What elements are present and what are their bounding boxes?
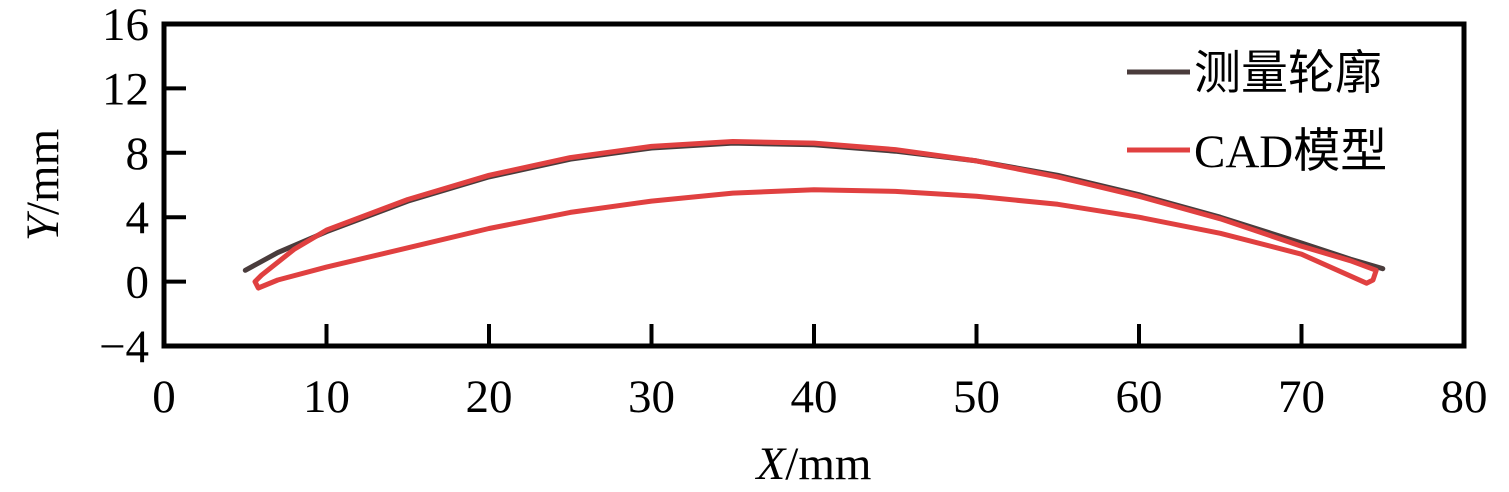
x-tick-label: 10 xyxy=(303,371,350,423)
x-tick-label: 70 xyxy=(1278,371,1325,423)
x-tick-label: 50 xyxy=(953,371,1000,423)
y-tick-label: −4 xyxy=(99,321,149,373)
x-tick-label: 20 xyxy=(466,371,513,423)
y-tick-label: 0 xyxy=(126,257,150,309)
legend: 测量轮廓 CAD模型 xyxy=(1127,48,1387,178)
y-tick-label: 16 xyxy=(102,0,149,51)
legend-label-1: 测量轮廓 xyxy=(1194,48,1382,100)
series-line-2 xyxy=(252,139,1379,291)
y-tick-label: 12 xyxy=(102,63,149,115)
series-layer xyxy=(242,139,1386,291)
x-tick-label: 30 xyxy=(628,371,675,423)
x-tick-label: 60 xyxy=(1116,371,1163,423)
y-axis-label: Y/mm xyxy=(17,129,69,241)
tick-marks xyxy=(164,86,1304,346)
y-tick-label: 4 xyxy=(126,192,150,244)
x-tick-label: 0 xyxy=(152,371,176,423)
y-tick-label: 8 xyxy=(126,128,150,180)
legend-label-2: CAD模型 xyxy=(1194,126,1387,178)
x-tick-label: 40 xyxy=(791,371,838,423)
x-axis-label: X/mm xyxy=(755,438,872,490)
x-tick-label: 80 xyxy=(1441,371,1488,423)
